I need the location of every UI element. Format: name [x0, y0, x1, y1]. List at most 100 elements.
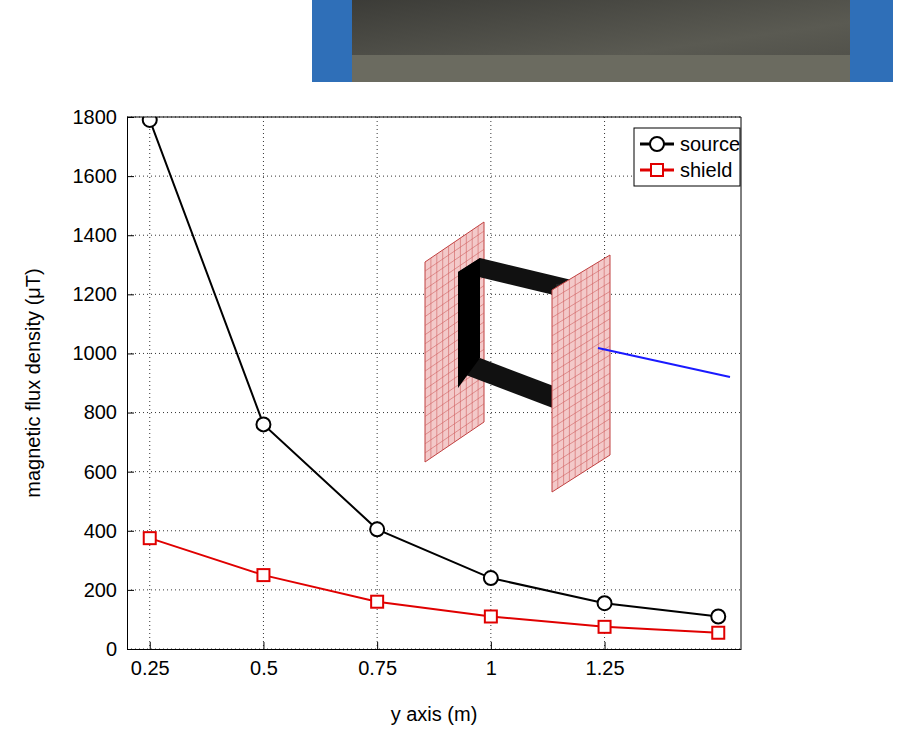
coil-left	[458, 258, 480, 388]
shield-grid	[552, 437, 610, 474]
tick-label: 1800	[73, 106, 118, 128]
marker	[256, 417, 270, 431]
tick-label: 0	[106, 638, 117, 660]
plot: 0.25 0.5 0.75 1 1.25 0 200 400 600 800 1000 1200 140…	[73, 106, 742, 679]
shield-grid	[552, 328, 610, 364]
shield-grid	[552, 400, 610, 436]
tick-mark	[491, 642, 492, 649]
marker	[599, 621, 611, 633]
y-axis: 0 200 400 600 800 1000 1200 1400 1600 1800	[73, 106, 135, 660]
tick: 1000	[73, 342, 135, 364]
shield-grid	[552, 391, 610, 427]
shield-plane	[425, 222, 484, 462]
tick-mark	[263, 642, 264, 649]
marker	[598, 596, 612, 610]
photo-floor	[352, 55, 850, 82]
tick: 600	[84, 461, 134, 483]
shield-grid	[552, 373, 610, 409]
shield-grid	[425, 386, 484, 426]
shield-plane	[552, 255, 610, 492]
tick: 0.25	[131, 642, 170, 679]
tick-mark	[127, 413, 134, 414]
tick-mark	[377, 642, 378, 649]
tick: 1600	[73, 165, 135, 187]
tick-mark	[127, 531, 134, 532]
tick: 1400	[73, 224, 135, 246]
shield-grid	[552, 382, 610, 418]
tick-mark	[127, 590, 134, 591]
legend-marker	[650, 137, 664, 151]
tick-mark	[150, 642, 151, 649]
x-axis-title: y axis (m)	[391, 703, 478, 725]
tick: 400	[84, 520, 134, 542]
grid-line-x	[149, 117, 150, 649]
tick-mark	[605, 642, 606, 649]
marker	[370, 522, 384, 536]
grid-line-y	[127, 649, 741, 650]
legend-marker	[651, 164, 663, 176]
shield-grid	[425, 395, 484, 435]
tick-label: 1000	[73, 342, 118, 364]
marker	[485, 610, 497, 622]
tick-label: 600	[84, 461, 117, 483]
grid-line-y	[127, 589, 741, 590]
shield-grid	[552, 300, 610, 335]
axis-line	[127, 118, 128, 650]
marker	[143, 117, 157, 127]
shield-grid	[552, 291, 610, 326]
tick-label: 1200	[73, 283, 118, 305]
shield-left	[425, 222, 484, 462]
tick-mark	[127, 235, 134, 236]
marker	[371, 596, 383, 608]
tick-label: 0.75	[358, 657, 397, 679]
chart: 0.25 0.5 0.75 1 1.25 0 200 400 600 800 1000 1200 140…	[0, 0, 912, 737]
tick-label: 1.25	[586, 657, 625, 679]
measurement-line	[598, 348, 730, 377]
shield-grid	[552, 428, 610, 465]
tick-label: 800	[84, 401, 117, 423]
axis-line	[128, 649, 742, 650]
shield-grid	[552, 273, 610, 308]
grid-line-y	[127, 471, 741, 472]
tick-label: 0.25	[131, 657, 170, 679]
inset-diagram	[425, 222, 730, 492]
tick-mark	[127, 472, 134, 473]
shield-grid	[425, 404, 484, 444]
shield-right	[552, 255, 610, 492]
frame-top	[127, 117, 741, 118]
tick: 1	[486, 642, 497, 679]
grid-line-y	[127, 235, 741, 236]
legend-label: source	[680, 133, 740, 155]
marker	[712, 627, 724, 639]
series-line	[150, 538, 719, 633]
tick-label: 0.5	[250, 657, 278, 679]
shield-grid	[552, 337, 610, 373]
tick-label: 400	[84, 520, 117, 542]
marker	[144, 532, 156, 544]
tick-label: 1600	[73, 165, 118, 187]
photo-frame	[850, 0, 893, 82]
tick-mark	[127, 176, 134, 177]
marker	[484, 571, 498, 585]
legend: sourceshield	[634, 128, 740, 186]
photo	[312, 0, 893, 82]
grid	[127, 117, 741, 649]
legend-box	[634, 128, 740, 186]
tick-mark	[127, 294, 134, 295]
frame-right	[741, 117, 742, 649]
series-line	[150, 120, 719, 617]
y-axis-title: magnetic flux density (μT)	[22, 268, 44, 497]
grid-line-y	[127, 530, 741, 531]
tick: 1.25	[586, 642, 625, 679]
marker	[711, 609, 725, 623]
tick-mark	[127, 649, 134, 650]
plot-background	[127, 117, 741, 649]
tick: 200	[84, 579, 134, 601]
shield-grid	[425, 413, 484, 453]
shield-grid	[552, 446, 610, 483]
tick: 0.5	[250, 642, 278, 679]
grid-line-y	[127, 117, 741, 118]
shield-grid	[552, 346, 610, 382]
shield-grid	[552, 282, 610, 317]
tick-label: 1400	[73, 224, 118, 246]
